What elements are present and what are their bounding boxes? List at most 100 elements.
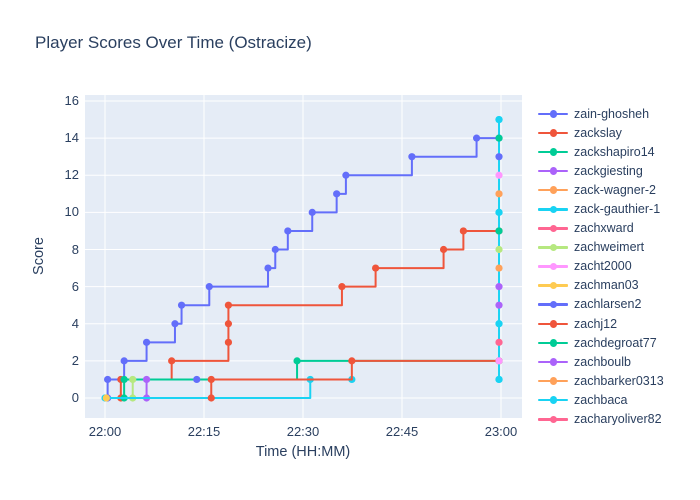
series-marker-zain-ghosheh[interactable]	[271, 245, 279, 254]
final-score-marker[interactable]	[495, 245, 503, 254]
series-marker-zain-ghosheh[interactable]	[472, 134, 481, 142]
legend-line-icon	[538, 204, 568, 214]
legend-item-label: zachj12	[574, 316, 618, 331]
legend-item-label: zachweimert	[574, 240, 645, 255]
legend-item-zachweimert[interactable]: zachweimert	[538, 238, 698, 257]
legend-line-icon	[538, 299, 568, 309]
legend-line-icon	[538, 185, 568, 195]
final-score-marker[interactable]	[495, 227, 503, 235]
series-marker-zain-ghosheh[interactable]	[342, 171, 350, 179]
series-marker-zachman03[interactable]	[102, 394, 110, 402]
legend-item-zack-wagner-2[interactable]: zack-wagner-2	[538, 180, 698, 199]
legend-item-label: zack-gauthier-1	[574, 202, 661, 217]
final-score-marker[interactable]	[495, 153, 503, 161]
series-marker-zain-ghosheh[interactable]	[120, 357, 128, 365]
legend-item-zacharyoliver82[interactable]: zacharyoliver82	[538, 410, 698, 425]
series-marker-zackslay[interactable]	[459, 227, 467, 235]
final-score-marker[interactable]	[495, 190, 503, 198]
series-line-zachj12[interactable]	[210, 359, 500, 398]
final-score-marker[interactable]	[495, 264, 503, 272]
legend-line-icon	[538, 147, 568, 157]
series-marker-zackshapiro14[interactable]	[120, 375, 128, 384]
series-marker-zain-ghosheh[interactable]	[264, 264, 272, 272]
y-tick-label: 10	[64, 204, 79, 220]
series-marker-zachj12[interactable]	[207, 394, 215, 402]
legend-line-icon	[538, 242, 568, 252]
series-marker-zackslay[interactable]	[224, 301, 233, 309]
legend-item-label: zachxward	[574, 221, 634, 236]
series-marker-zackgiesting[interactable]	[142, 375, 151, 384]
series-marker-zain-ghosheh[interactable]	[142, 338, 151, 346]
legend-item-label: zacharyoliver82	[574, 412, 662, 425]
legend-item-label: zachbarker0313	[574, 373, 664, 388]
series-marker-zain-ghosheh[interactable]	[284, 227, 292, 235]
final-score-marker[interactable]	[495, 208, 503, 216]
final-score-marker[interactable]	[495, 301, 503, 309]
legend-item-label: zachlarsen2	[574, 297, 642, 312]
series-marker-zachweimert[interactable]	[129, 375, 137, 384]
series-marker-zackslay[interactable]	[224, 338, 233, 346]
series-marker-zachj12[interactable]	[348, 357, 356, 365]
series-marker-zain-ghosheh[interactable]	[177, 301, 186, 309]
final-score-marker[interactable]	[495, 357, 503, 365]
legend-item-zachbarker0313[interactable]: zachbarker0313	[538, 371, 698, 390]
series-marker-zackslay[interactable]	[439, 245, 448, 254]
legend-item-zachxward[interactable]: zachxward	[538, 219, 698, 238]
legend-item-label: zain-ghosheh	[574, 106, 650, 121]
legend-item-zachboulb[interactable]: zachboulb	[538, 352, 698, 371]
x-tick-label: 22:30	[286, 424, 320, 439]
y-tick-label: 2	[71, 352, 79, 368]
legend-item-zackshapiro14[interactable]: zackshapiro14	[538, 142, 698, 161]
y-tick-label: 12	[64, 167, 79, 183]
final-score-marker[interactable]	[495, 375, 503, 384]
y-tick-label: 6	[71, 278, 79, 294]
series-marker-zackslay[interactable]	[372, 264, 380, 272]
legend-item-label: zackgiesting	[574, 163, 643, 178]
series-marker-zackshapiro14[interactable]	[293, 357, 301, 365]
series-marker-zain-ghosheh[interactable]	[205, 283, 213, 291]
legend: zain-ghosheh zackslay zackshapiro14 zackgie…	[538, 104, 698, 425]
series-marker-zain-ghosheh[interactable]	[333, 190, 341, 198]
series-line-zain-ghosheh[interactable]	[106, 137, 500, 398]
final-score-marker[interactable]	[495, 320, 503, 328]
legend-item-zack-gauthier-1[interactable]: zack-gauthier-1	[538, 199, 698, 218]
legend-item-zachman03[interactable]: zachman03	[538, 276, 698, 295]
legend-line-icon	[538, 414, 568, 424]
final-score-marker[interactable]	[495, 171, 503, 179]
x-tick-label: 22:15	[187, 424, 221, 439]
final-score-marker[interactable]	[495, 338, 503, 346]
final-score-marker[interactable]	[495, 283, 503, 291]
series-marker-zackslay[interactable]	[168, 357, 176, 365]
x-axis-title: Time (HH:MM)	[255, 444, 351, 460]
legend-item-zackslay[interactable]: zackslay	[538, 123, 698, 142]
legend-item-label: zackslay	[574, 125, 622, 140]
legend-line-icon	[538, 376, 568, 386]
legend-item-zackgiesting[interactable]: zackgiesting	[538, 161, 698, 180]
final-score-marker[interactable]	[495, 115, 503, 124]
legend-item-zachlarsen2[interactable]: zachlarsen2	[538, 295, 698, 314]
legend-line-icon	[538, 280, 568, 290]
legend-item-zacht2000[interactable]: zacht2000	[538, 257, 698, 276]
legend-item-zain-ghosheh[interactable]: zain-ghosheh	[538, 104, 698, 123]
legend-item-zachdegroat77[interactable]: zachdegroat77	[538, 333, 698, 352]
legend-line-icon	[538, 166, 568, 176]
plot-canvas[interactable]	[85, 95, 522, 418]
series-marker-zachj12[interactable]	[207, 375, 215, 384]
series-marker-zackslay[interactable]	[224, 320, 233, 328]
legend-line-icon	[538, 357, 568, 367]
series-marker-zain-ghosheh[interactable]	[308, 208, 316, 216]
series-marker-zain-ghosheh[interactable]	[171, 320, 179, 328]
series-line-zack-gauthier-1[interactable]	[105, 378, 352, 399]
legend-item-zachbaca[interactable]: zachbaca	[538, 390, 698, 409]
legend-item-zachj12[interactable]: zachj12	[538, 314, 698, 333]
legend-line-icon	[538, 223, 568, 233]
final-score-marker[interactable]	[495, 134, 503, 142]
series-line-zackslay[interactable]	[119, 229, 500, 398]
x-tick-label: 22:45	[385, 424, 419, 439]
series-marker-zachlarsen2[interactable]	[193, 375, 201, 384]
series-marker-zain-ghosheh[interactable]	[104, 375, 112, 384]
series-marker-zackslay[interactable]	[338, 283, 346, 291]
series-marker-zain-ghosheh[interactable]	[408, 153, 416, 161]
plot-area[interactable]	[85, 95, 522, 418]
